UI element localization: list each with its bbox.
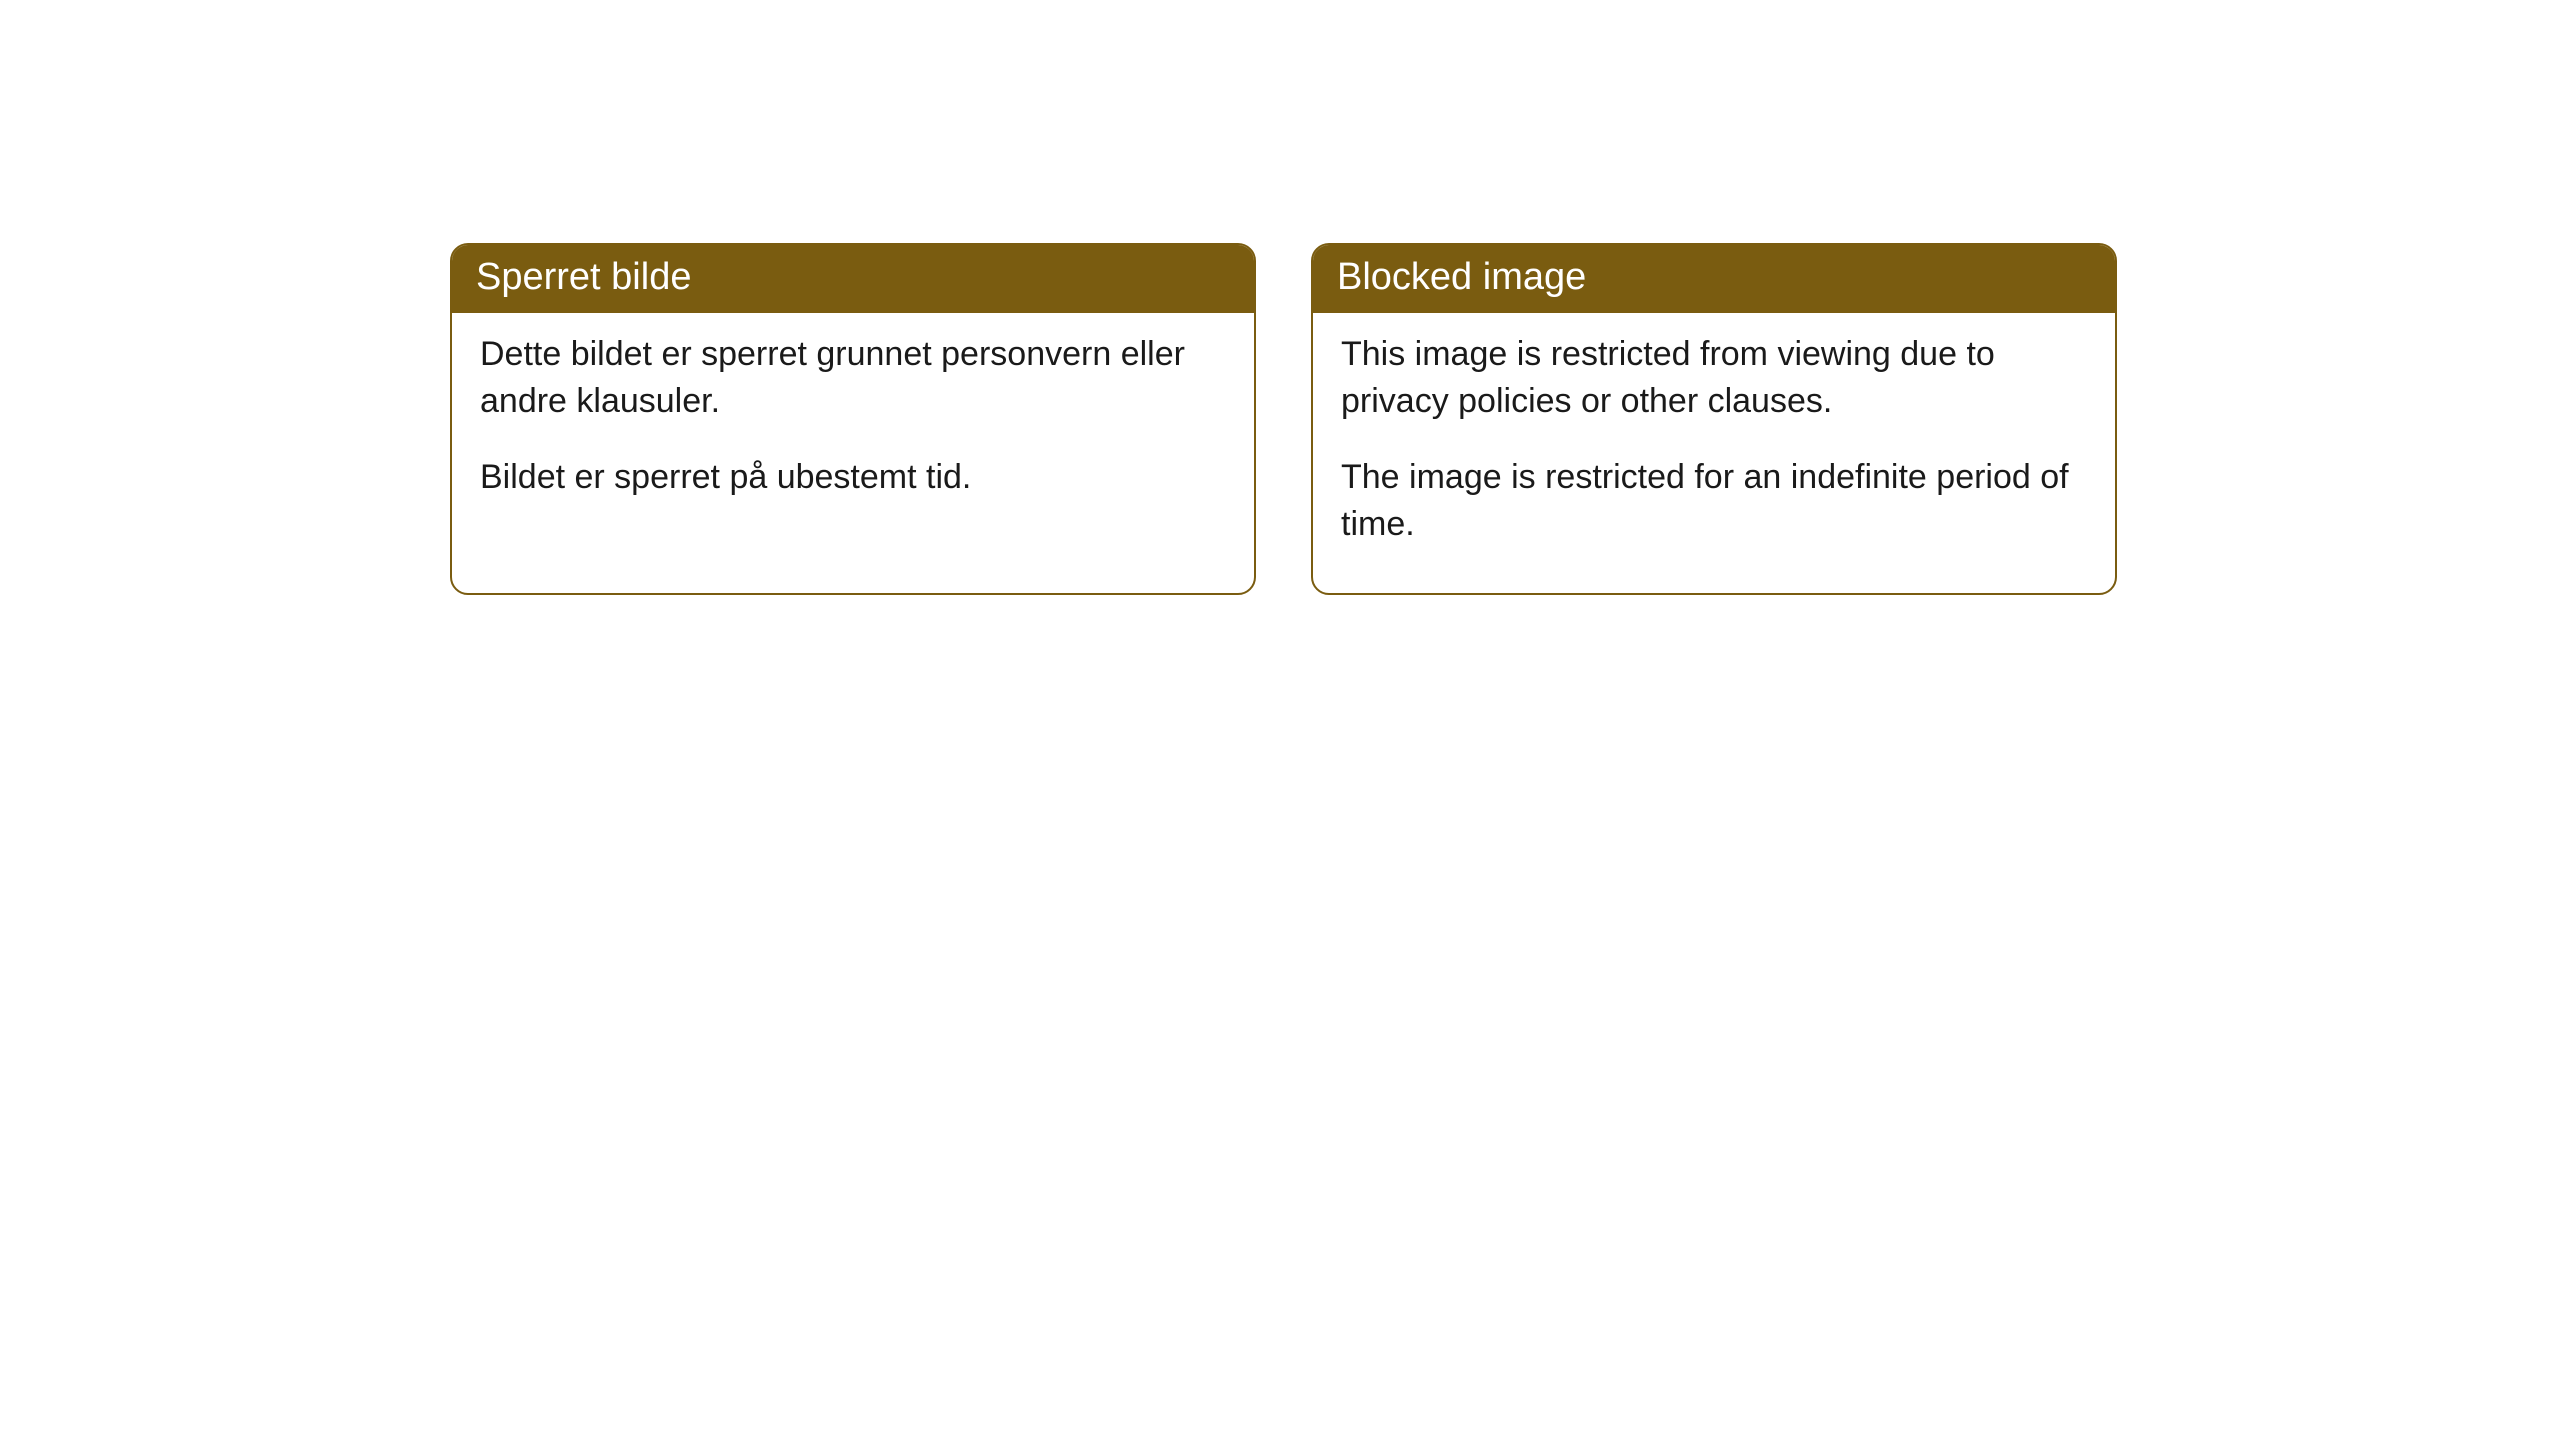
card-paragraph-2: Bildet er sperret på ubestemt tid. [480,454,1226,502]
blocked-image-card-norwegian: Sperret bilde Dette bildet er sperret gr… [450,243,1256,595]
card-header-english: Blocked image [1313,245,2115,313]
blocked-image-card-english: Blocked image This image is restricted f… [1311,243,2117,595]
card-paragraph-1: Dette bildet er sperret grunnet personve… [480,331,1226,426]
card-header-norwegian: Sperret bilde [452,245,1254,313]
card-paragraph-2: The image is restricted for an indefinit… [1341,454,2087,549]
card-body-english: This image is restricted from viewing du… [1313,313,2115,593]
card-paragraph-1: This image is restricted from viewing du… [1341,331,2087,426]
notice-cards-container: Sperret bilde Dette bildet er sperret gr… [450,243,2117,595]
card-body-norwegian: Dette bildet er sperret grunnet personve… [452,313,1254,546]
